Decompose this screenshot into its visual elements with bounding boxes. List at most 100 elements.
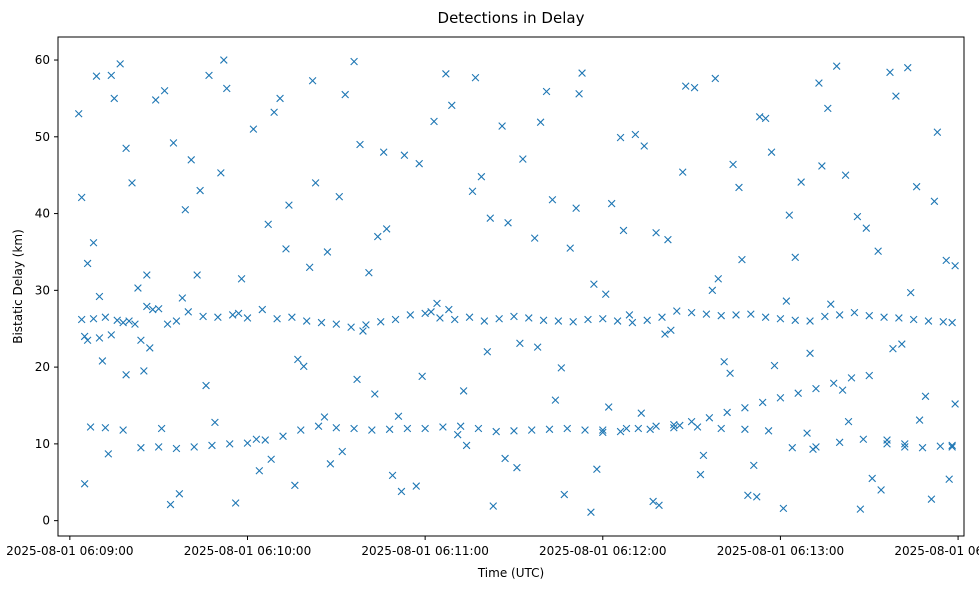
data-point bbox=[74, 109, 83, 118]
y-tick-label: 20 bbox=[35, 360, 50, 374]
data-point bbox=[474, 424, 483, 433]
data-point bbox=[761, 114, 770, 123]
data-point bbox=[305, 263, 314, 272]
data-point bbox=[184, 308, 193, 316]
data-point bbox=[832, 62, 841, 70]
data-point bbox=[356, 140, 364, 149]
data-point bbox=[137, 336, 145, 345]
data-point bbox=[498, 122, 506, 130]
data-point bbox=[504, 218, 512, 227]
data-point bbox=[291, 481, 299, 490]
data-point bbox=[593, 465, 601, 473]
data-point bbox=[569, 318, 577, 326]
data-point bbox=[385, 425, 394, 434]
data-point bbox=[181, 205, 190, 214]
data-point bbox=[128, 179, 136, 187]
data-point bbox=[776, 314, 785, 323]
data-point bbox=[536, 118, 545, 127]
data-point bbox=[465, 313, 474, 321]
plot-frame bbox=[57, 36, 965, 537]
data-point bbox=[433, 299, 441, 308]
data-point bbox=[125, 317, 133, 325]
data-point bbox=[915, 416, 924, 424]
data-point bbox=[643, 316, 651, 325]
data-point bbox=[86, 423, 95, 431]
data-point bbox=[122, 144, 130, 153]
data-point bbox=[480, 317, 489, 325]
data-point bbox=[782, 297, 791, 305]
data-point bbox=[77, 315, 86, 324]
data-point bbox=[628, 318, 637, 327]
data-point bbox=[394, 412, 403, 421]
data-point bbox=[157, 424, 166, 433]
data-point bbox=[560, 490, 569, 499]
data-point bbox=[211, 418, 219, 427]
data-point bbox=[368, 426, 376, 434]
data-point bbox=[196, 186, 204, 195]
data-point bbox=[951, 400, 959, 408]
data-point bbox=[412, 482, 421, 490]
data-point bbox=[587, 508, 595, 516]
data-point bbox=[320, 413, 329, 421]
data-point bbox=[924, 317, 933, 325]
data-point bbox=[376, 318, 385, 326]
data-point bbox=[690, 83, 699, 92]
data-point bbox=[936, 442, 945, 450]
data-point bbox=[459, 387, 468, 395]
data-point bbox=[619, 226, 628, 235]
data-point bbox=[530, 234, 539, 242]
data-point bbox=[655, 501, 663, 510]
data-point bbox=[160, 86, 169, 95]
data-point bbox=[948, 441, 956, 450]
data-point bbox=[145, 344, 154, 352]
data-point bbox=[625, 311, 634, 319]
data-point bbox=[649, 497, 657, 506]
data-point bbox=[548, 195, 557, 204]
data-point bbox=[92, 72, 101, 80]
data-point bbox=[270, 108, 278, 117]
y-tick-label: 60 bbox=[35, 53, 50, 67]
data-point bbox=[862, 224, 871, 232]
data-point bbox=[332, 320, 341, 328]
data-point bbox=[761, 313, 770, 321]
data-point bbox=[806, 317, 814, 325]
data-point bbox=[892, 92, 900, 100]
y-axis-label: Bistatic Delay (km) bbox=[11, 229, 25, 344]
data-point bbox=[314, 422, 323, 431]
y-tick-label: 10 bbox=[35, 437, 50, 451]
data-point bbox=[202, 381, 210, 390]
data-point bbox=[258, 305, 267, 314]
data-point bbox=[865, 371, 874, 380]
data-point bbox=[889, 344, 897, 353]
data-point bbox=[524, 314, 533, 322]
data-point bbox=[815, 79, 823, 87]
data-point bbox=[151, 96, 160, 104]
data-point bbox=[921, 392, 930, 401]
data-point bbox=[347, 323, 355, 331]
data-point bbox=[439, 423, 447, 431]
data-point bbox=[598, 426, 607, 434]
x-axis-ticks: 2025-08-01 06:09:00 2025-08-01 06:10:00 20… bbox=[6, 536, 979, 558]
data-point bbox=[365, 268, 373, 277]
data-point bbox=[373, 232, 382, 241]
data-point bbox=[285, 201, 293, 209]
data-point bbox=[696, 470, 705, 479]
data-point bbox=[332, 423, 341, 432]
x-tick-label: 2025-08-01 06:12:00 bbox=[539, 544, 666, 558]
data-point bbox=[652, 228, 660, 237]
data-point bbox=[667, 326, 675, 335]
data-point bbox=[631, 130, 640, 139]
data-point bbox=[80, 332, 89, 341]
data-point bbox=[572, 204, 580, 212]
data-point bbox=[178, 294, 187, 302]
data-point bbox=[453, 430, 462, 439]
data-point bbox=[83, 336, 92, 345]
data-point bbox=[735, 183, 743, 192]
data-point bbox=[77, 193, 86, 202]
data-point bbox=[699, 451, 708, 460]
data-point bbox=[279, 432, 287, 440]
data-point bbox=[220, 56, 228, 64]
data-point bbox=[406, 311, 415, 319]
data-point bbox=[234, 309, 243, 318]
data-point bbox=[483, 347, 492, 356]
